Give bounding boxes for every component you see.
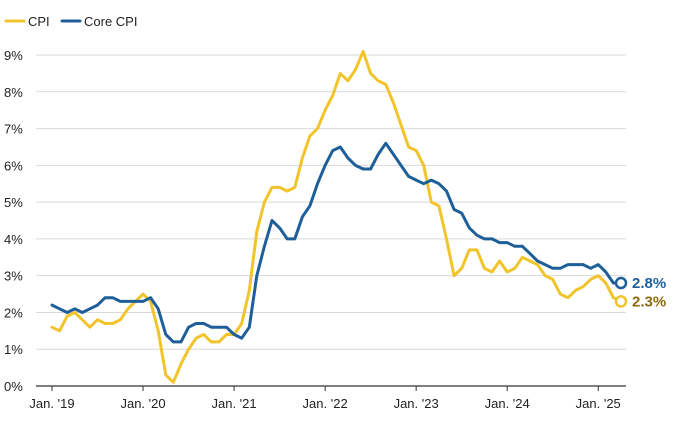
legend-label-cpi: CPI (28, 14, 50, 29)
y-tick-label: 2% (4, 305, 23, 320)
x-axis: Jan. '19 Jan. '20 Jan. '21 Jan. '22 Jan. '23… (29, 385, 626, 411)
y-tick-label: 7% (4, 122, 23, 137)
x-tick-label: Jan. '19 (29, 396, 74, 411)
y-tick-label: 5% (4, 195, 23, 210)
y-tick-label: 3% (4, 269, 23, 284)
end-label-core-cpi: 2.8% (632, 275, 666, 292)
series-line-core-cpi (50, 141, 623, 344)
y-tick-label: 9% (4, 48, 23, 63)
y-tick-label: 1% (4, 342, 23, 357)
end-marker-core-cpi (614, 276, 628, 290)
y-tick-label: 0% (4, 379, 23, 394)
y-axis: 0% 1% 2% 3% 4% 5% 6% 7% 8% 9% (4, 48, 23, 394)
x-tick-label: Jan. '20 (120, 396, 165, 411)
series-line-cpi (50, 49, 623, 384)
x-tick-label: Jan. '22 (303, 396, 348, 411)
legend: CPI Core CPI (4, 14, 137, 29)
end-markers: 2.3%2.8% (614, 275, 666, 310)
gridlines (36, 54, 626, 350)
y-tick-label: 8% (4, 85, 23, 100)
y-tick-label: 6% (4, 158, 23, 173)
x-tick-label: Jan. '21 (212, 396, 257, 411)
end-label-cpi: 2.3% (632, 293, 666, 310)
x-tick-label: Jan. '23 (394, 396, 439, 411)
legend-label-core-cpi: Core CPI (84, 14, 137, 29)
series-lines (50, 49, 623, 384)
end-marker-cpi (614, 295, 628, 308)
y-tick-label: 4% (4, 232, 23, 247)
x-tick-label: Jan. '25 (576, 396, 621, 411)
x-tick-label: Jan. '24 (485, 396, 530, 411)
